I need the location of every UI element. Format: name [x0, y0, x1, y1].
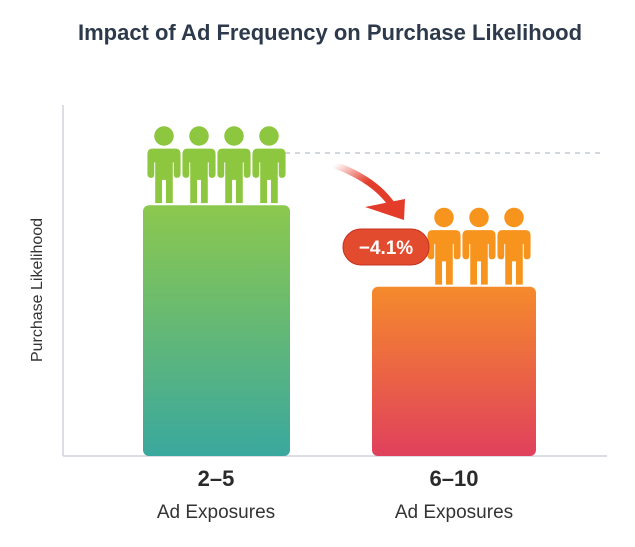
change-badge-text: −4.1% — [359, 238, 414, 259]
change-badge: −4.1% — [342, 228, 430, 266]
person-icon — [462, 207, 496, 285]
person-icon — [252, 126, 286, 204]
person-icon — [182, 126, 216, 204]
x-tick-sublabel-0: Ad Exposures — [157, 502, 275, 523]
y-axis-label: Purchase Likelihood — [29, 218, 46, 362]
person-icon — [147, 126, 181, 204]
trend-arrow-head-icon — [365, 199, 405, 220]
person-icon — [217, 126, 251, 204]
x-tick-sublabel-1: Ad Exposures — [395, 502, 513, 523]
person-icon — [497, 207, 531, 285]
trend-arrow-shaft — [331, 161, 396, 209]
chart-title: Impact of Ad Frequency on Purchase Likel… — [78, 20, 582, 45]
bar-1 — [372, 286, 536, 456]
x-tick-label-0: 2–5 — [198, 466, 235, 491]
bar-0 — [143, 205, 290, 456]
person-icon — [427, 207, 461, 285]
x-tick-label-1: 6–10 — [430, 466, 479, 491]
